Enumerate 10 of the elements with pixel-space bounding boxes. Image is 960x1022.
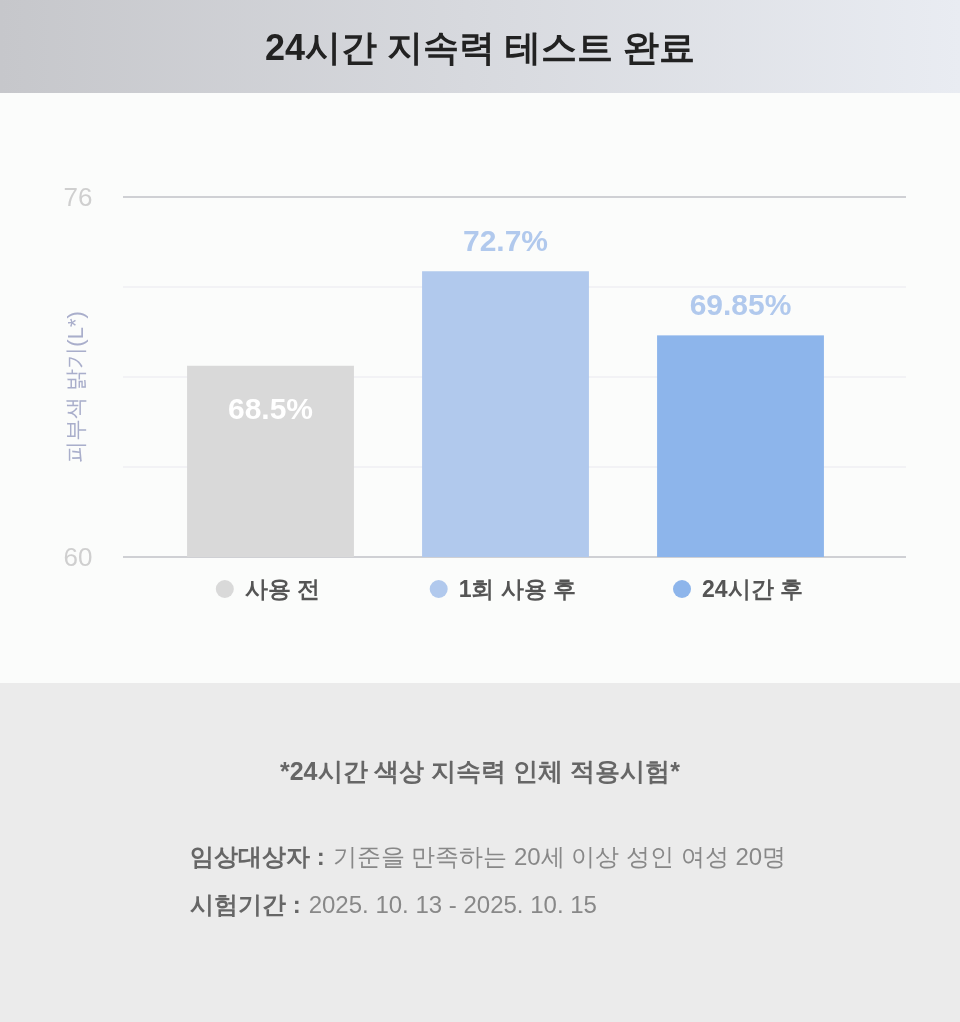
text: 임상대상자 : 기준을 만족하는 20세 이상 성인 여성 20명 <box>190 843 787 870</box>
y-axis-title: 피부색 밝기(L*) <box>63 311 88 463</box>
x-tick-label: 1회 사용 후 <box>458 576 577 602</box>
text: 시험기간 : 2025. 10. 13 - 2025. 10. 15 <box>190 891 597 918</box>
data-label: 72.7% <box>462 224 549 258</box>
text: *24시간 색상 지속력 인체 적용시험* <box>279 757 681 785</box>
x-tick-label: 사용 전 <box>244 576 321 602</box>
data-label: 69.85% <box>689 288 792 322</box>
chart-title: 24시간 지속력 테스트 완료 <box>264 27 696 68</box>
x-tick-label: 24시간 후 <box>702 576 803 602</box>
